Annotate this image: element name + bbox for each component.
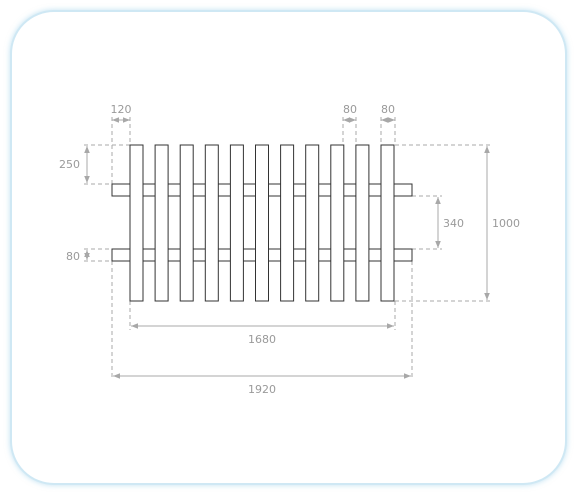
picket bbox=[330, 144, 345, 302]
picket bbox=[305, 144, 320, 302]
picket bbox=[204, 144, 219, 302]
picket bbox=[229, 144, 244, 302]
picket bbox=[380, 144, 395, 302]
label-gap-a: 80 bbox=[343, 103, 357, 116]
label-total-width: 1920 bbox=[248, 383, 276, 396]
picket bbox=[255, 144, 269, 302]
picket bbox=[280, 144, 295, 302]
picket bbox=[129, 144, 144, 302]
label-rail-height: 80 bbox=[66, 250, 80, 263]
picket bbox=[355, 144, 370, 302]
label-picket-width: 120 bbox=[111, 103, 132, 116]
label-gap-b: 80 bbox=[381, 103, 395, 116]
label-top-offset: 250 bbox=[59, 158, 80, 171]
label-picket-span: 1680 bbox=[248, 333, 276, 346]
picket bbox=[154, 144, 169, 302]
picket bbox=[179, 144, 194, 302]
dimension-labels: 120 80 80 250 80 340 1000 1680 1920 bbox=[59, 103, 520, 396]
dimension-arrows bbox=[84, 117, 490, 379]
fence bbox=[111, 144, 413, 302]
label-rail-spacing: 340 bbox=[443, 217, 464, 230]
label-total-height: 1000 bbox=[492, 217, 520, 230]
dimension-lines bbox=[84, 117, 492, 380]
pickets bbox=[129, 144, 395, 302]
